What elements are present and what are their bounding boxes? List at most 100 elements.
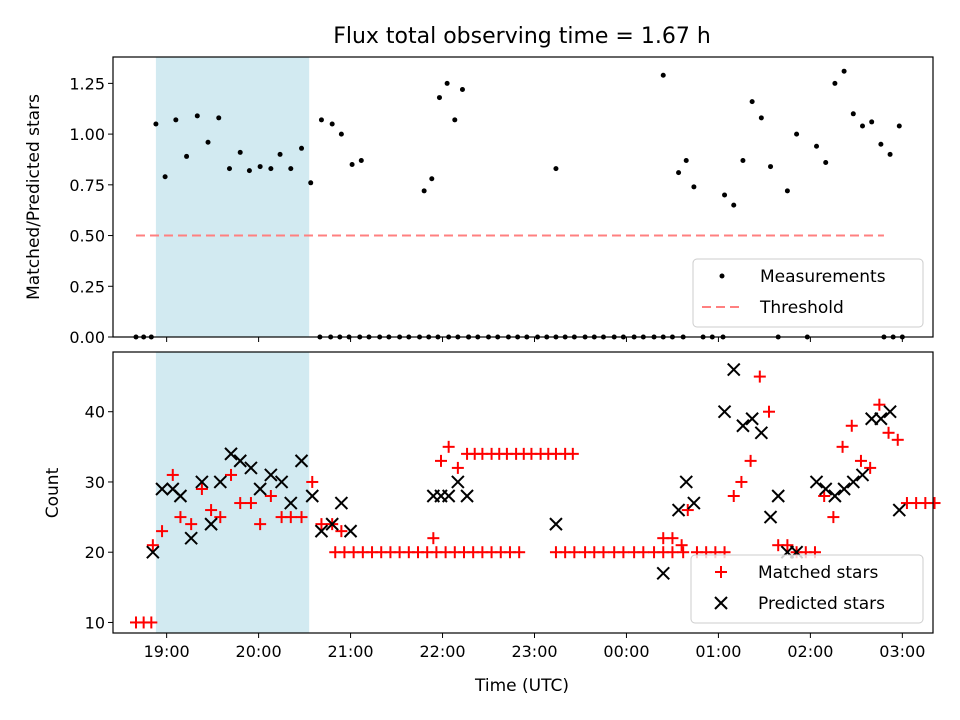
cross-stroke <box>883 405 897 419</box>
y-tick-label: 1.00 <box>69 125 105 144</box>
measurement-point <box>869 119 875 125</box>
cross-stroke <box>714 596 728 610</box>
matched-star-point <box>225 468 238 481</box>
bottom-panel: 10 20 30 40 19:00 20:00 21:00 22:00 23:00 00:00 0… <box>43 351 941 696</box>
predicted-star-point <box>233 454 247 468</box>
measurement-point <box>429 176 435 182</box>
measurement-point <box>691 184 697 190</box>
matched-star-point <box>666 532 679 545</box>
measurement-point <box>226 166 232 172</box>
top-y-ticks: 0.00 0.25 0.50 0.75 1.00 1.25 <box>69 74 113 347</box>
matched-star-point <box>781 539 794 552</box>
measurement-point <box>329 121 335 127</box>
chart-title: Flux total observing time = 1.67 h <box>333 24 711 49</box>
top-panel: 0.00 0.25 0.50 0.75 1.00 1.25 Matched/Predict… <box>24 56 934 347</box>
measurement-point <box>246 168 252 174</box>
predicted-star-point <box>656 566 670 580</box>
bottom-y-ticks: 10 20 30 40 <box>85 403 113 632</box>
matched-star-point <box>295 511 308 524</box>
matched-star-point <box>566 447 579 460</box>
predicted-star-point <box>771 489 785 503</box>
measurement-point <box>459 86 465 92</box>
predicted-star-point <box>819 482 833 496</box>
cross-stroke <box>284 496 298 510</box>
cross-stroke <box>224 447 238 461</box>
y-tick-label: 0.00 <box>69 328 105 347</box>
matched-star-point <box>836 440 849 453</box>
matched-star-point <box>156 525 169 538</box>
bottom-x-ticks: 19:00 20:00 21:00 22:00 23:00 00:00 01:00 02:00… <box>144 633 925 661</box>
measurement-point <box>850 111 856 117</box>
predicted-star-point <box>855 468 870 482</box>
predicted-star-point <box>155 482 169 496</box>
predicted-stars-points <box>146 362 906 580</box>
predicted-star-point <box>754 426 769 440</box>
cross-stroke <box>727 362 741 377</box>
measurement-point <box>794 131 800 137</box>
predicted-star-point <box>441 489 456 503</box>
legend-plus <box>715 566 727 578</box>
predicted-star-point <box>727 362 741 377</box>
cross-stroke <box>184 531 198 545</box>
measurement-point <box>216 115 222 121</box>
measurement-point <box>553 166 559 172</box>
predicted-star-point <box>305 489 319 503</box>
legend-threshold-label: Threshold <box>759 298 844 318</box>
cross-stroke <box>441 489 456 503</box>
y-tick-label: 20 <box>85 543 105 562</box>
y-tick-label: 10 <box>85 613 105 632</box>
measurement-point <box>268 166 274 172</box>
cross-stroke <box>146 545 160 559</box>
measurement-point <box>436 95 442 101</box>
predicted-star-point <box>828 489 842 503</box>
matched-star-point <box>174 511 187 524</box>
predicted-star-point <box>195 475 209 489</box>
measurement-point <box>277 151 283 157</box>
cross-stroke <box>460 489 474 503</box>
predicted-star-point <box>213 475 227 489</box>
measurement-point <box>676 170 682 176</box>
predicted-star-point <box>184 531 198 545</box>
cross-stroke <box>294 454 309 468</box>
measurement-point <box>299 145 305 151</box>
predicted-star-point <box>846 475 861 489</box>
x-tick-label: 00:00 <box>603 642 649 661</box>
matched-star-point <box>882 426 895 439</box>
cross-stroke <box>305 489 319 503</box>
matched-star-point <box>818 490 831 503</box>
measurement-point <box>452 117 458 123</box>
matched-star-point <box>753 370 766 383</box>
cross-stroke <box>819 482 833 496</box>
measurement-point <box>731 202 737 208</box>
predicted-star-point <box>224 447 238 461</box>
matched-star-point <box>854 454 867 467</box>
predicted-star-point <box>204 517 218 531</box>
predicted-star-point <box>343 524 358 538</box>
y-tick-label: 0.50 <box>69 227 105 246</box>
measurement-point <box>349 162 355 168</box>
cross-stroke <box>771 489 785 503</box>
y-tick-label: 40 <box>85 403 105 422</box>
matched-star-point <box>205 504 218 517</box>
predicted-star-point <box>809 475 824 489</box>
top-x-ticks <box>166 337 903 342</box>
matched-star-point <box>568 546 581 559</box>
matched-star-point <box>597 546 610 559</box>
matched-star-point <box>513 546 526 559</box>
cross-stroke <box>451 475 465 489</box>
measurement-point <box>722 192 728 198</box>
predicted-star-point <box>717 405 732 419</box>
y-tick-label: 0.75 <box>69 176 105 195</box>
matched-star-point <box>675 539 688 552</box>
predicted-star-point <box>244 461 258 475</box>
measurement-point <box>683 157 689 163</box>
predicted-star-point <box>274 475 289 489</box>
top-shaded-region <box>155 57 310 337</box>
measurement-point <box>896 123 902 129</box>
cross-stroke <box>855 468 870 482</box>
cross-stroke <box>763 510 778 524</box>
matched-star-point <box>727 490 740 503</box>
cross-stroke <box>656 566 670 580</box>
cross-stroke <box>213 475 227 489</box>
